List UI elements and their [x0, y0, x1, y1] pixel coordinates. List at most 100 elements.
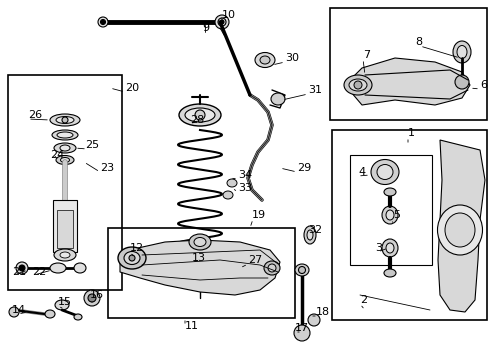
Bar [57, 210, 73, 248]
Polygon shape [437, 140, 484, 312]
Ellipse shape [189, 234, 210, 250]
Text: 6: 6 [479, 80, 486, 90]
Text: 33: 33 [238, 183, 251, 193]
Ellipse shape [60, 252, 70, 258]
Text: 34: 34 [238, 170, 252, 180]
Ellipse shape [194, 238, 205, 247]
Ellipse shape [56, 117, 74, 123]
Ellipse shape [348, 79, 366, 91]
Ellipse shape [218, 18, 225, 26]
Ellipse shape [270, 93, 285, 105]
Text: 27: 27 [247, 255, 262, 265]
Ellipse shape [298, 266, 305, 274]
Ellipse shape [189, 273, 210, 287]
Ellipse shape [306, 230, 312, 240]
Ellipse shape [118, 247, 146, 269]
Ellipse shape [194, 276, 205, 284]
Ellipse shape [383, 188, 395, 196]
Circle shape [88, 294, 96, 302]
Text: 24: 24 [50, 150, 64, 160]
Text: 3: 3 [374, 243, 381, 253]
Text: 7: 7 [362, 50, 369, 60]
Ellipse shape [60, 145, 70, 151]
Ellipse shape [260, 56, 269, 64]
Ellipse shape [52, 130, 78, 140]
Ellipse shape [56, 156, 74, 165]
Text: 9: 9 [202, 23, 209, 33]
Ellipse shape [267, 264, 275, 272]
Ellipse shape [98, 17, 108, 27]
Bar [8, 75, 122, 290]
Text: 15: 15 [58, 297, 72, 307]
Bar [329, 8, 486, 120]
Ellipse shape [353, 81, 361, 89]
Ellipse shape [456, 45, 466, 58]
Ellipse shape [54, 249, 76, 261]
Bar [331, 130, 486, 320]
Ellipse shape [54, 143, 76, 153]
Text: 29: 29 [296, 163, 311, 173]
Ellipse shape [45, 310, 55, 318]
Text: 10: 10 [222, 10, 236, 20]
Ellipse shape [304, 226, 315, 244]
Ellipse shape [101, 19, 105, 24]
Text: 12: 12 [130, 243, 144, 253]
Bar [349, 155, 431, 265]
Text: 18: 18 [315, 307, 329, 317]
Ellipse shape [385, 243, 393, 253]
Text: 30: 30 [285, 53, 298, 63]
Ellipse shape [55, 300, 69, 310]
Ellipse shape [437, 205, 482, 255]
Ellipse shape [343, 75, 371, 95]
Ellipse shape [220, 20, 224, 24]
Text: 4: 4 [357, 167, 365, 177]
Circle shape [84, 290, 100, 306]
Polygon shape [345, 58, 469, 105]
Text: 32: 32 [307, 225, 322, 235]
Text: 19: 19 [251, 210, 265, 220]
Ellipse shape [452, 41, 470, 63]
Ellipse shape [226, 179, 237, 187]
Ellipse shape [381, 239, 397, 257]
Text: 5: 5 [392, 210, 399, 220]
Text: 17: 17 [294, 323, 308, 333]
Text: 22: 22 [32, 267, 46, 277]
Ellipse shape [294, 264, 308, 276]
Text: 26: 26 [28, 110, 42, 120]
Ellipse shape [383, 269, 395, 277]
Circle shape [19, 265, 25, 271]
Text: 20: 20 [125, 83, 139, 93]
Ellipse shape [124, 252, 140, 265]
Ellipse shape [61, 158, 69, 162]
Ellipse shape [195, 110, 204, 120]
Ellipse shape [50, 263, 66, 273]
Ellipse shape [381, 206, 397, 224]
Text: 8: 8 [414, 37, 421, 47]
Text: 21: 21 [12, 267, 26, 277]
Ellipse shape [50, 114, 80, 126]
Ellipse shape [62, 117, 68, 123]
Polygon shape [120, 240, 280, 295]
Text: 25: 25 [85, 140, 99, 150]
Ellipse shape [370, 159, 398, 184]
Bar [108, 228, 294, 318]
Text: 14: 14 [12, 305, 26, 315]
Text: 2: 2 [359, 295, 366, 305]
Text: 23: 23 [100, 163, 114, 173]
Text: 11: 11 [184, 321, 199, 331]
Ellipse shape [74, 314, 82, 320]
Circle shape [16, 262, 28, 274]
Ellipse shape [385, 210, 393, 220]
Circle shape [454, 75, 468, 89]
Text: 1: 1 [407, 128, 414, 138]
Circle shape [9, 307, 19, 317]
Ellipse shape [184, 108, 215, 122]
Text: 16: 16 [90, 290, 104, 300]
Ellipse shape [376, 165, 392, 180]
Text: 28: 28 [190, 115, 204, 125]
Ellipse shape [57, 132, 73, 138]
Ellipse shape [264, 261, 280, 275]
Circle shape [293, 325, 309, 341]
Ellipse shape [223, 191, 232, 199]
Text: 31: 31 [307, 85, 321, 95]
